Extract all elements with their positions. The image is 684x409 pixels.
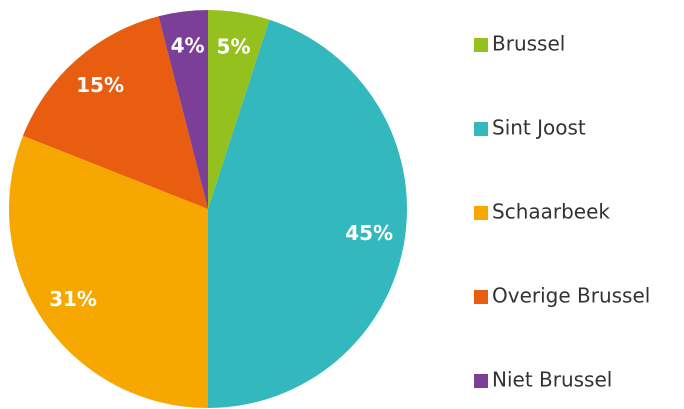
legend-label: Schaarbeek [492, 200, 610, 224]
slice-label: 15% [76, 73, 124, 97]
pie-slice [208, 19, 407, 409]
legend-label: Sint Joost [492, 116, 586, 140]
pie-slice [22, 16, 208, 209]
slice-label: 31% [49, 287, 97, 311]
legend-label: Brussel [492, 32, 565, 56]
slice-label: 4% [171, 34, 205, 58]
pie-slice [208, 10, 270, 209]
legend-swatch [474, 38, 488, 52]
legend-swatch [474, 122, 488, 136]
slice-label: 45% [345, 221, 393, 245]
pie-slice [8, 135, 209, 408]
pie-slice [158, 10, 208, 209]
slice-label: 5% [217, 34, 251, 58]
legend-label: Overige Brussel [492, 284, 650, 308]
legend-label: Niet Brussel [492, 368, 612, 392]
legend-swatch [474, 206, 488, 220]
legend-swatch [474, 290, 488, 304]
legend-swatch [474, 374, 488, 388]
